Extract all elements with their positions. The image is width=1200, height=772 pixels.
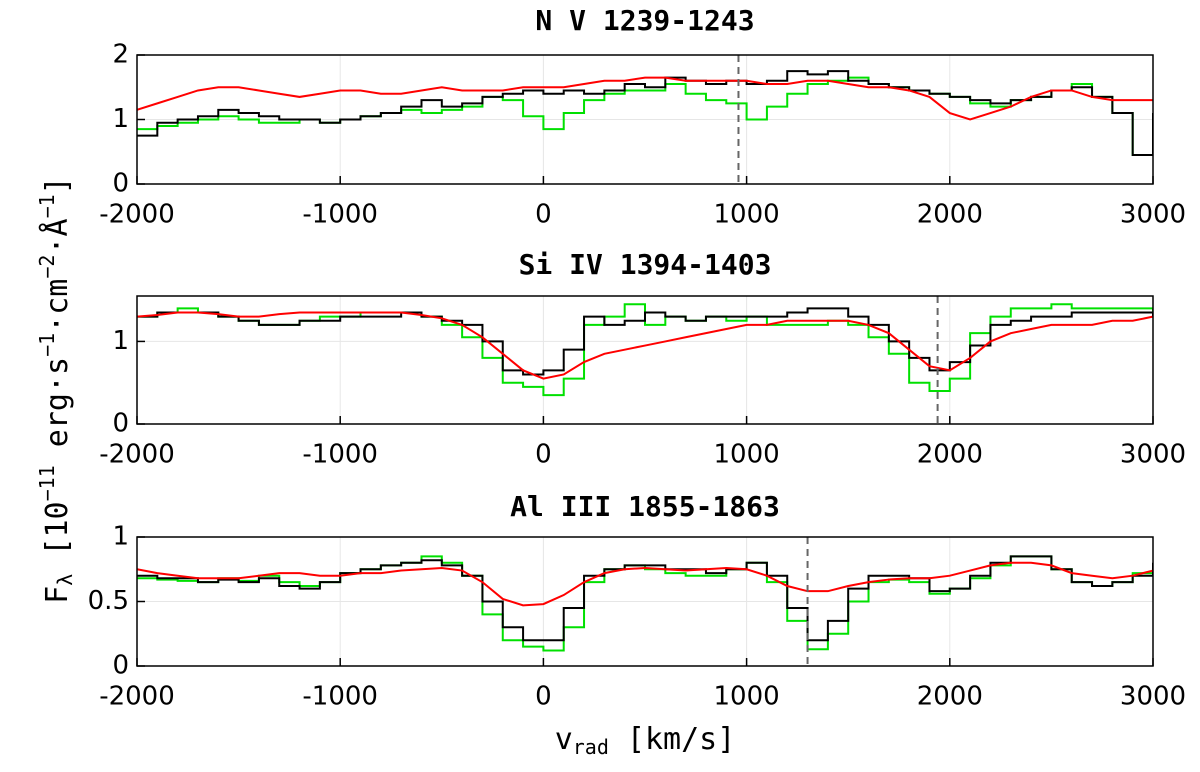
x-tick-label: 0	[535, 440, 552, 470]
y-tick-label: 0.5	[88, 586, 129, 616]
label-part: −11	[35, 465, 59, 501]
x-tick-label: 1000	[714, 440, 780, 470]
x-tick-label: 1000	[714, 682, 780, 712]
y-tick-label: 0	[112, 169, 129, 199]
x-tick-label: 3000	[1120, 200, 1186, 230]
panel-title: Si IV 1394-1403	[519, 248, 772, 281]
x-tick-label: -2000	[99, 682, 175, 712]
axes-frame	[136, 536, 1154, 667]
label-part: ]	[40, 176, 75, 194]
x-tick-label: 0	[535, 200, 552, 230]
label-part: λ	[53, 574, 77, 586]
label-part: ·cm	[40, 279, 75, 333]
label-part: −2	[35, 255, 59, 279]
y-tick-label: 1	[112, 326, 129, 356]
spectrum-line	[137, 561, 1153, 607]
y-tick-label: 2	[112, 40, 129, 70]
label-part: F	[40, 586, 75, 604]
x-tick-label: -1000	[302, 440, 378, 470]
y-axis-label: Fλ [10−11 erg·s−1·cm−2·Å−1]	[35, 176, 77, 604]
spectrum-line	[137, 555, 1153, 642]
y-tick-label: 1	[112, 522, 129, 552]
y-tick-label: 1	[112, 104, 129, 134]
x-tick-label: -1000	[302, 682, 378, 712]
x-tick-label: 2000	[917, 200, 983, 230]
y-tick-label: 0	[112, 651, 129, 681]
label-part: rad	[573, 735, 609, 759]
label-part: erg·s	[40, 357, 75, 465]
axes-frame	[136, 54, 1154, 185]
x-tick-label: -2000	[99, 200, 175, 230]
spectrum-line	[137, 70, 1153, 156]
label-part: ·Å	[39, 218, 75, 254]
x-tick-label: 3000	[1120, 682, 1186, 712]
x-tick-label: -2000	[99, 440, 175, 470]
x-tick-label: 2000	[917, 682, 983, 712]
panel-title: N V 1239-1243	[535, 4, 754, 37]
x-axis-label: vrad [km/s]	[555, 722, 736, 759]
label-part: −1	[35, 194, 59, 218]
label-part: [10	[40, 501, 75, 573]
label-part: [km/s]	[609, 722, 735, 757]
panel-title: Al III 1855-1863	[510, 490, 780, 523]
spectrum-line	[137, 307, 1153, 376]
label-part: v	[555, 722, 573, 757]
x-tick-label: -1000	[302, 200, 378, 230]
x-tick-label: 2000	[917, 440, 983, 470]
x-tick-label: 0	[535, 682, 552, 712]
axes-frame	[136, 295, 1154, 425]
y-tick-label: 0	[112, 409, 129, 439]
spectrum-line	[137, 76, 1153, 121]
x-tick-label: 3000	[1120, 440, 1186, 470]
spectrum-line	[137, 311, 1153, 380]
label-part: −1	[35, 333, 59, 357]
x-tick-label: 1000	[714, 200, 780, 230]
